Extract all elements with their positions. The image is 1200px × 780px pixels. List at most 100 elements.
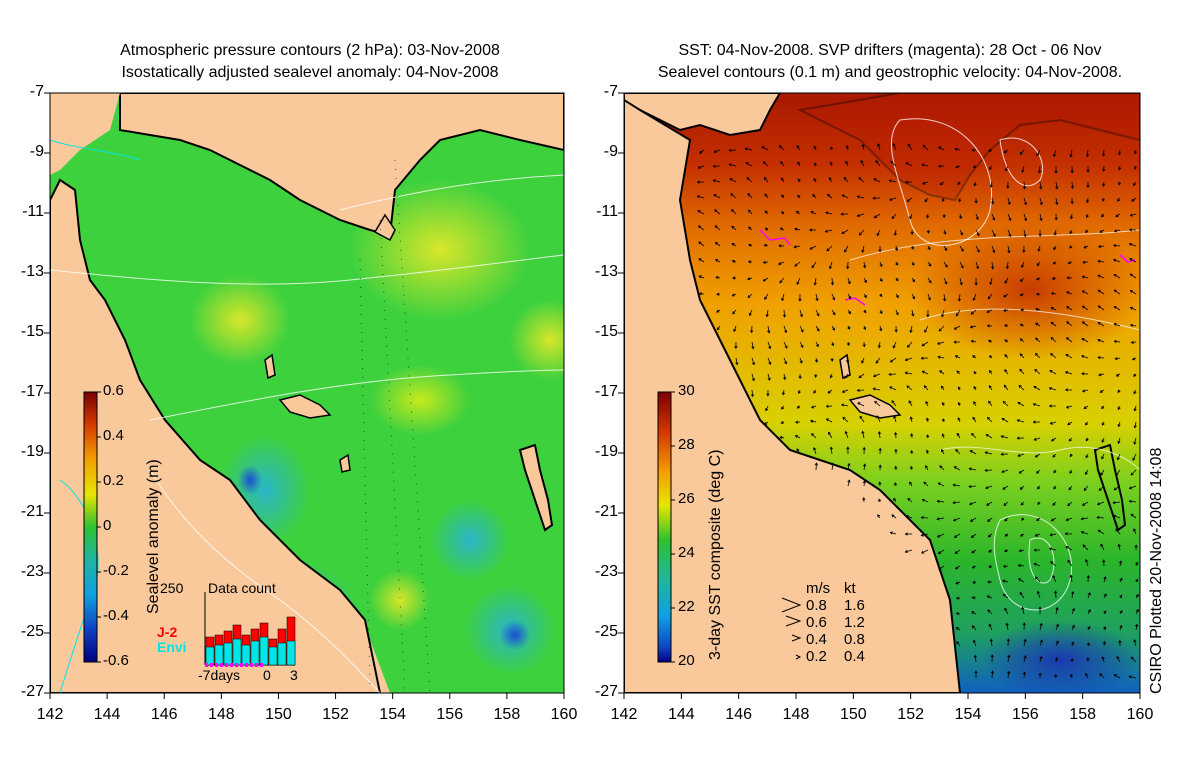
- velocity-arrow: [954, 147, 961, 151]
- velocity-arrow: [1000, 452, 1009, 456]
- right-x-tick-label-8: 158: [1069, 706, 1096, 723]
- velocity-arrow: [926, 434, 930, 439]
- velocity-arrow: [765, 309, 769, 318]
- velocity-legend-header-ms: m/s: [806, 580, 831, 597]
- velocity-arrow: [877, 514, 881, 519]
- right-x-tick-label-5: 152: [897, 706, 924, 723]
- velocity-arrow: [863, 261, 867, 269]
- velocity-arrow: [862, 496, 866, 503]
- velocity-arrow: [1135, 593, 1139, 599]
- velocity-arrow: [1021, 517, 1025, 521]
- velocity-arrow: [941, 401, 945, 407]
- right-y-tick-label-6: -19: [594, 443, 618, 460]
- velocity-arrow: [862, 463, 867, 471]
- left-y-tick-label-2: -11: [22, 203, 44, 220]
- velocity-arrow: [857, 402, 865, 407]
- velocity-arrow: [1086, 657, 1090, 663]
- velocity-arrow: [1004, 607, 1009, 615]
- velocity-arrow: [975, 245, 980, 253]
- velocity-arrow: [924, 325, 929, 333]
- velocity-arrow: [989, 181, 993, 188]
- velocity-arrow: [943, 293, 947, 302]
- velocity-arrow: [815, 325, 820, 332]
- velocity-arrow: [1069, 453, 1073, 458]
- velocity-arrow: [1033, 437, 1041, 441]
- velocity-arrow: [764, 227, 769, 231]
- right-y-tick-label-7: -21: [594, 503, 618, 520]
- left-x-tick-label-6: 154: [379, 706, 406, 723]
- velocity-arrow: [1038, 229, 1042, 237]
- velocity-arrow: [811, 433, 817, 439]
- velocity-arrow: [895, 293, 899, 299]
- velocity-arrow: [828, 177, 833, 183]
- velocity-arrow: [1084, 421, 1089, 426]
- velocity-arrow: [862, 341, 866, 348]
- velocity-arrow: [1048, 547, 1057, 551]
- velocity-arrow: [1071, 590, 1075, 599]
- right-x-tick-label-6: 154: [954, 706, 982, 723]
- velocity-arrow: [863, 277, 867, 284]
- velocity-arrow: [1080, 354, 1089, 359]
- velocity-arrow: [1038, 672, 1042, 679]
- velocity-arrow: [1052, 453, 1057, 458]
- velocity-arrow: [1133, 639, 1137, 647]
- velocity-arrow: [809, 228, 817, 232]
- left-x-tick-label-3: 148: [207, 706, 235, 723]
- velocity-arrow: [844, 430, 849, 439]
- velocity-arrow: [1065, 291, 1073, 295]
- velocity-arrow: [1050, 337, 1057, 343]
- velocity-arrow: [779, 277, 785, 284]
- velocity-arrow: [698, 241, 705, 247]
- velocity-arrow: [1087, 592, 1091, 599]
- velocity-arrow: [925, 417, 930, 423]
- velocity-arrow: [1017, 401, 1025, 407]
- velocity-arrow: [847, 277, 851, 285]
- velocity-arrow: [1033, 562, 1041, 567]
- right-x-tick-label-3: 148: [782, 706, 810, 723]
- velocity-arrow: [1117, 405, 1121, 411]
- velocity-arrow: [968, 484, 977, 489]
- velocity-arrow: [1134, 544, 1138, 551]
- velocity-arrow: [991, 197, 995, 205]
- right-map: [624, 93, 1140, 693]
- velocity-arrow: [972, 580, 977, 584]
- velocity-arrow: [1065, 337, 1073, 343]
- velocity-arrow: [814, 373, 818, 378]
- velocity-arrow: [1133, 149, 1138, 155]
- velocity-arrow: [731, 209, 737, 215]
- velocity-arrow: [943, 245, 948, 252]
- velocity-arrow: [971, 596, 977, 600]
- velocity-arrow: [954, 565, 961, 570]
- velocity-arrow: [959, 245, 964, 252]
- velocity-arrow: [825, 418, 833, 423]
- velocity-arrow: [1039, 181, 1043, 190]
- velocity-arrow: [1086, 575, 1090, 583]
- velocity-arrow: [1003, 384, 1009, 391]
- right-x-tick-label-9: 160: [1126, 706, 1154, 723]
- velocity-arrow: [781, 194, 785, 199]
- velocity-arrow: [696, 180, 705, 184]
- velocity-arrow: [1039, 197, 1043, 206]
- velocity-arrow: [1097, 338, 1105, 343]
- velocity-arrow: [1117, 197, 1121, 202]
- velocity-arrow: [895, 261, 899, 266]
- velocity-arrow: [1065, 405, 1073, 409]
- velocity-arrow: [781, 293, 785, 302]
- sst-colorbar-label: 3-day SST composite (deg C): [707, 449, 724, 660]
- velocity-arrow: [1117, 165, 1122, 171]
- velocity-arrow: [859, 415, 865, 423]
- velocity-arrow: [942, 418, 946, 423]
- velocity-arrow: [938, 565, 945, 570]
- velocity-arrow: [989, 369, 993, 375]
- velocity-arrow: [798, 293, 802, 302]
- velocity-arrow: [767, 325, 771, 334]
- velocity-arrow: [828, 431, 833, 439]
- velocity-arrow: [926, 309, 930, 318]
- velocity-arrow: [1034, 368, 1041, 375]
- velocity-arrow: [781, 389, 786, 396]
- right-y-tick-label-9: -25: [594, 623, 618, 640]
- velocity-arrow: [777, 261, 785, 265]
- velocity-arrow: [1113, 306, 1121, 311]
- velocity-arrow: [799, 325, 804, 333]
- velocity-arrow: [841, 389, 849, 393]
